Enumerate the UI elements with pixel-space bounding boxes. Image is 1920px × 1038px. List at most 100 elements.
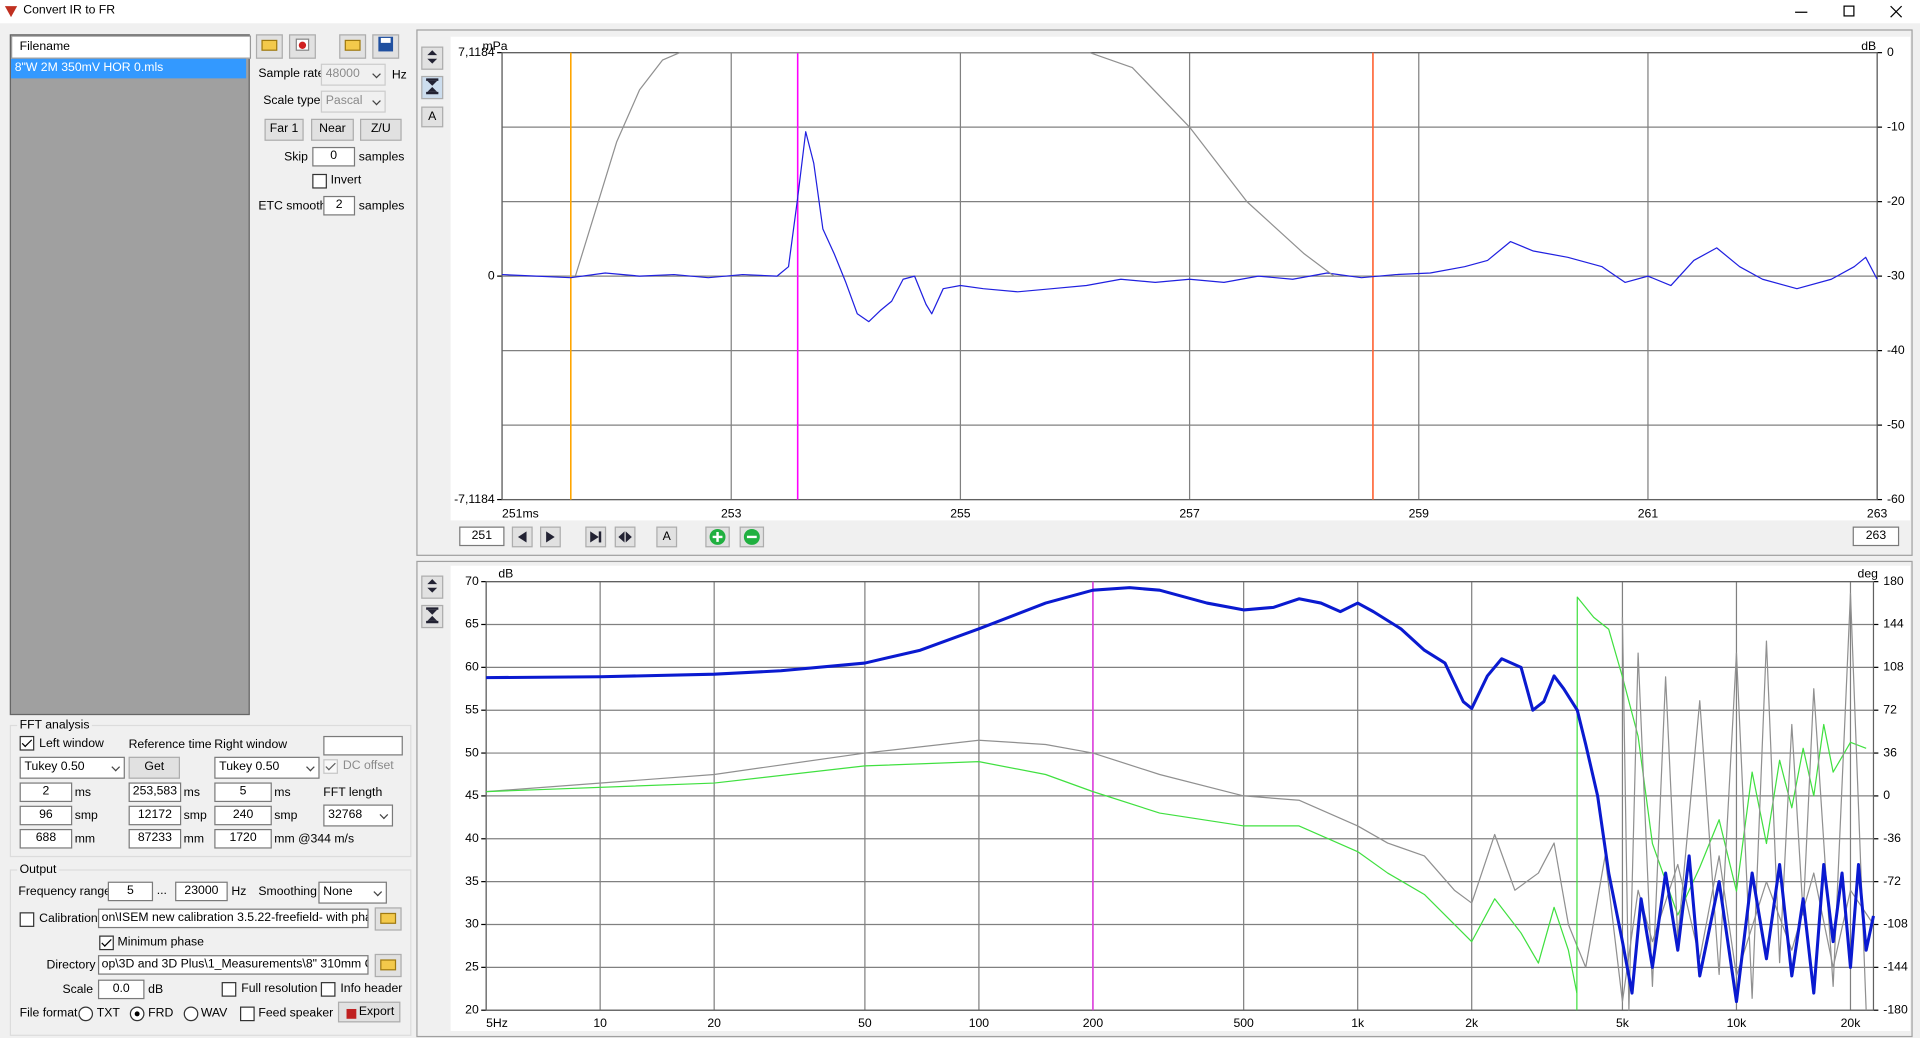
prev-button[interactable] <box>511 526 533 548</box>
scale-input[interactable]: 0.0 <box>97 979 145 1000</box>
window-controls[interactable] <box>1788 2 1910 20</box>
zu-button[interactable]: Z/U <box>360 118 402 141</box>
file-list-header: Filename <box>11 35 252 59</box>
format-radio[interactable] <box>129 1006 145 1022</box>
y-tick-label: 60 <box>465 660 479 674</box>
scale-type-combo[interactable]: Pascal <box>320 90 386 113</box>
far-button[interactable]: Far 1 <box>264 118 304 141</box>
export-button[interactable]: Export <box>337 1001 401 1023</box>
y-tick-label: 0 <box>488 268 495 282</box>
y-tick-label: 50 <box>465 745 479 759</box>
data-line <box>1621 592 1867 1011</box>
fft-input[interactable]: 2 <box>19 782 73 803</box>
minimum-phase-checkbox[interactable] <box>99 935 114 951</box>
calibration-checkbox[interactable] <box>19 912 35 927</box>
browse-button[interactable] <box>374 953 402 978</box>
app-icon <box>4 6 18 18</box>
fft-length-combo[interactable]: 32768 <box>323 804 394 827</box>
unit-label: smp <box>274 809 298 823</box>
dc-offset-checkbox[interactable] <box>323 759 338 774</box>
y-axis-unit: mPa <box>482 39 507 53</box>
right-window-combo[interactable]: Tukey 0.50 <box>214 756 320 779</box>
x-tick-label: 5k <box>1616 1016 1630 1030</box>
label: ETC smooth <box>258 199 327 214</box>
start-input[interactable]: 251 <box>459 526 505 547</box>
y2-tick-label: 144 <box>1883 617 1904 631</box>
browse-button[interactable] <box>374 907 402 931</box>
remove-button[interactable] <box>288 34 316 59</box>
x-tick-label: 20k <box>1841 1016 1862 1030</box>
info-header-checkbox[interactable] <box>320 982 336 997</box>
fft-input[interactable]: 240 <box>214 805 272 826</box>
left-window-combo[interactable]: Tukey 0.50 <box>19 756 125 779</box>
file-item[interactable]: 8"W 2M 350mV HOR 0.mls <box>11 58 247 79</box>
y-axis-unit: dB <box>498 567 513 581</box>
open-button[interactable] <box>255 34 283 59</box>
zoom-button[interactable] <box>421 46 444 70</box>
zoom-button[interactable] <box>421 75 444 100</box>
label: Scale <box>62 983 94 997</box>
zoom-out-button[interactable] <box>739 526 765 548</box>
auto-button[interactable]: A <box>421 106 444 128</box>
label: DC offset <box>342 759 394 773</box>
skip-input[interactable]: 0 <box>312 146 356 167</box>
unit-label: mm <box>74 832 96 847</box>
zoom-button[interactable] <box>421 604 444 629</box>
fft-input[interactable]: 96 <box>19 805 73 826</box>
label: FRD <box>148 1006 174 1021</box>
zoom-in-button[interactable] <box>705 526 730 548</box>
left-window-checkbox[interactable] <box>19 735 35 751</box>
fft-input[interactable]: 5 <box>214 782 272 803</box>
save-button[interactable] <box>372 34 400 59</box>
freq-high-input[interactable]: 23000 <box>175 881 228 902</box>
unit-label: mm <box>183 832 205 847</box>
expand-button[interactable] <box>614 526 636 548</box>
calibration-input[interactable]: on\ISEM new calibration 3.5.22-freefield… <box>97 908 369 929</box>
fft-input[interactable]: 12172 <box>128 805 182 826</box>
fft-input[interactable]: 87233 <box>128 828 182 849</box>
text-box[interactable] <box>323 735 403 756</box>
directory-input[interactable]: op\3D and 3D Plus\1_Measurements\8" 310m… <box>97 955 369 975</box>
auto-button[interactable]: A <box>656 526 678 548</box>
fft-input[interactable]: 1720 <box>214 828 272 849</box>
data-line <box>486 586 1875 1004</box>
label: Calibration <box>39 912 98 926</box>
x-tick-label: 2k <box>1465 1016 1479 1030</box>
file-list[interactable] <box>9 34 250 716</box>
x-tick-label: 253 <box>721 507 742 521</box>
y2-tick-label: 108 <box>1883 660 1904 674</box>
format-radio[interactable] <box>183 1006 199 1022</box>
y-tick-label: -7,1184 <box>454 492 495 506</box>
open-folder-button[interactable] <box>339 34 367 59</box>
format-radio[interactable] <box>78 1006 94 1022</box>
near-button[interactable]: Near <box>311 118 354 141</box>
label: Directory <box>46 958 96 973</box>
label: File format <box>19 1006 78 1021</box>
invert-checkbox[interactable] <box>312 173 327 189</box>
zoom-button[interactable] <box>421 575 444 599</box>
fft-input[interactable]: 688 <box>19 828 73 849</box>
full-resolution-checkbox[interactable] <box>221 982 237 997</box>
etc-input[interactable]: 2 <box>323 195 356 216</box>
end-input[interactable]: 263 <box>1852 526 1900 547</box>
next-button[interactable] <box>540 526 561 548</box>
data-line <box>486 739 1874 1003</box>
feed-speaker-checkbox[interactable] <box>240 1006 255 1022</box>
label: Feed speaker <box>258 1006 334 1021</box>
y-tick-label: 35 <box>465 874 479 888</box>
label: dB <box>148 983 164 997</box>
y2-tick-label: -50 <box>1887 417 1905 431</box>
x-tick-label: 255 <box>950 507 971 521</box>
output-group <box>9 869 412 1036</box>
smoothing-combo[interactable]: None <box>318 881 387 904</box>
fft-input[interactable]: 253,583 <box>128 782 182 803</box>
sample-rate-combo[interactable]: 48000 <box>320 63 386 86</box>
y-tick-label: 30 <box>465 917 479 931</box>
label: WAV <box>200 1006 228 1021</box>
end-button[interactable] <box>585 526 607 548</box>
window-title: Convert IR to FR <box>23 3 116 18</box>
get-button[interactable]: Get <box>128 756 181 779</box>
freq-low-input[interactable]: 5 <box>107 881 154 902</box>
